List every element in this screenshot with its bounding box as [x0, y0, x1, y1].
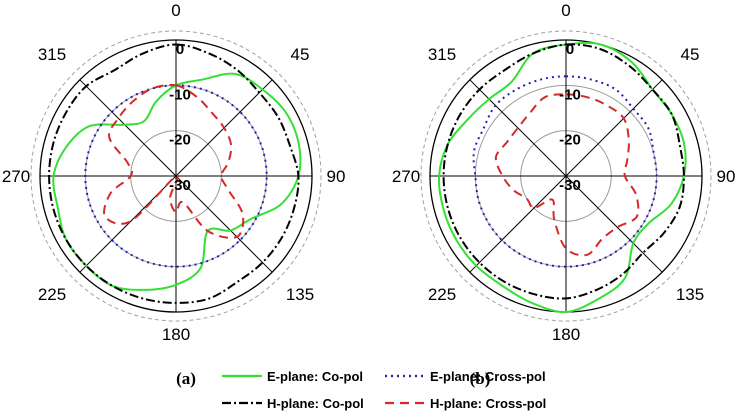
- polar-plot-b: 0 -10 -20 -30 0 45 90 135 180 225 270 315: [392, 1, 736, 344]
- angle-label-225: 225: [38, 285, 66, 304]
- angle-label-180: 180: [552, 325, 580, 344]
- polar-plot-a: 0 -10 -20 -30 0 45 90 135 180 225 270 315: [2, 1, 346, 344]
- radial-tick-label: -20: [559, 132, 581, 149]
- series-e-plane-co-pol: [437, 41, 687, 314]
- series-e-plane-cross-pol: [84, 84, 268, 268]
- series-h-plane-cross-pol: [494, 93, 640, 257]
- angle-label-90: 90: [717, 167, 736, 186]
- radial-tick-label: -20: [169, 132, 191, 149]
- angle-label-0: 0: [171, 1, 180, 20]
- series-h-plane-co-pol: [442, 43, 685, 300]
- radial-tick-label: 0: [176, 41, 184, 58]
- radial-tick-label: -30: [169, 177, 191, 194]
- angle-label-315: 315: [428, 45, 456, 64]
- radial-tick-label: -10: [169, 86, 191, 103]
- angle-label-270: 270: [392, 167, 420, 186]
- series-e-plane-cross-pol: [472, 75, 658, 268]
- angle-label-90: 90: [327, 167, 346, 186]
- panel-caption-a: (a): [176, 369, 196, 388]
- angle-label-315: 315: [38, 45, 66, 64]
- angle-label-180: 180: [162, 325, 190, 344]
- angle-label-225: 225: [428, 285, 456, 304]
- angle-label-135: 135: [286, 285, 314, 304]
- outer-boundary-circle: [420, 30, 712, 322]
- radial-tick-label: -10: [559, 86, 581, 103]
- legend-label-h-co: H-plane: Co-pol: [267, 396, 364, 411]
- angle-label-45: 45: [681, 45, 700, 64]
- radial-tick-label: 0: [566, 41, 574, 58]
- legend-label-e-cross: E-plane: Cross-pol: [430, 369, 546, 384]
- angle-label-0: 0: [561, 1, 570, 20]
- angle-label-270: 270: [2, 167, 30, 186]
- legend-label-h-cross: H-plane: Cross-pol: [430, 396, 546, 411]
- angle-label-45: 45: [291, 45, 310, 64]
- series-h-plane-cross-pol: [103, 83, 245, 239]
- legend: E-plane: Co-pol E-plane: Cross-pol H-pla…: [222, 369, 546, 411]
- outer-boundary-circle: [30, 30, 322, 322]
- legend-label-e-co: E-plane: Co-pol: [267, 369, 363, 384]
- series-e-plane-co-pol: [52, 72, 302, 291]
- angle-label-135: 135: [676, 285, 704, 304]
- series-h-plane-co-pol: [48, 43, 300, 304]
- radial-tick-label: -30: [559, 177, 581, 194]
- panel-caption-b: (b): [470, 369, 491, 388]
